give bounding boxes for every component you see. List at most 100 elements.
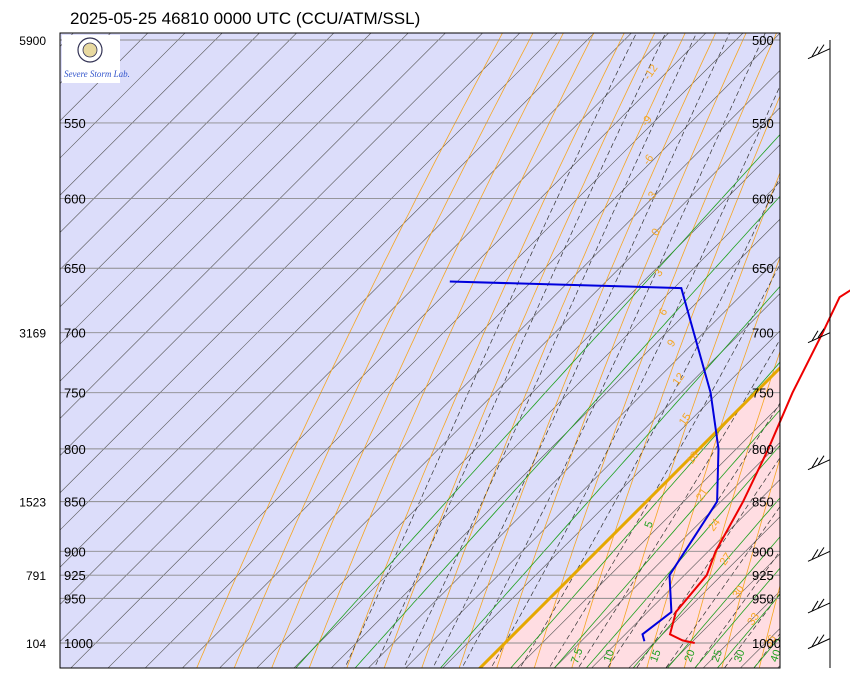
mixing-ratio-line — [585, 444, 780, 668]
dry-adiabat-line — [791, 5, 850, 694]
moist-adiabat-line — [606, 402, 780, 668]
pressure-label-right: 850 — [752, 495, 774, 510]
wind-barb-feather — [811, 330, 819, 341]
pressure-label-right: 1000 — [752, 636, 781, 651]
mixing-ratio-line — [354, 195, 780, 668]
wind-barb-feather — [817, 455, 825, 465]
mixing-ratio-line — [553, 409, 780, 668]
height-label: 791 — [26, 569, 46, 583]
moist-adiabat-line — [403, 33, 697, 668]
dry-adiabat-line — [533, 33, 777, 668]
pressure-label-left: 800 — [64, 442, 86, 457]
isotherm-line — [144, 33, 780, 668]
mixing-ratio-line — [439, 285, 780, 668]
isotherm-line — [60, 33, 484, 457]
wind-barb-feather — [811, 636, 819, 647]
isotherm-line — [0, 4, 28, 693]
isotherm-line — [60, 33, 558, 531]
wind-barb-feather — [817, 634, 825, 644]
isotherm-line — [442, 330, 780, 668]
isotherm-line — [60, 33, 409, 382]
dry-adiabat-label: 0 — [649, 226, 662, 238]
isotherm-line — [60, 33, 223, 196]
isotherm-line — [107, 33, 744, 668]
mixing-ratio-label: 40 — [768, 648, 783, 664]
wind-barb-feather — [817, 547, 825, 557]
dry-adiabat-line — [383, 33, 656, 668]
zero-degree-isotherm — [477, 365, 780, 668]
dry-adiabat-line — [196, 33, 503, 668]
wind-barb-feather — [817, 44, 825, 54]
dry-adiabat-line — [308, 33, 595, 668]
dry-adiabat-line — [758, 584, 780, 668]
dry-adiabat-label: 18 — [685, 450, 702, 467]
plot-border — [59, 32, 781, 669]
temperature-profile — [668, 289, 850, 644]
moist-adiabat-line — [432, 33, 730, 668]
wind-barb — [807, 638, 831, 650]
chart-title: 2025-05-25 46810 0000 UTC (CCU/ATM/SSL) — [70, 9, 420, 28]
mixing-ratio-label: 5 — [643, 520, 656, 530]
pressure-label-right: 650 — [752, 261, 774, 276]
pressure-label-left: 1000 — [64, 636, 93, 651]
dry-adiabat-label: 36 — [762, 633, 779, 650]
isotherm-line — [0, 4, 65, 693]
mixing-ratio-label: 15 — [648, 648, 663, 664]
pressure-label-left: 600 — [64, 192, 86, 207]
wind-barb — [807, 332, 831, 344]
wind-barb-feather — [817, 328, 825, 338]
wind-barb — [807, 48, 831, 60]
dry-adiabat-label: 9 — [665, 337, 678, 349]
dry-adiabat-label: 24 — [706, 517, 723, 534]
mixing-ratio-line — [295, 133, 780, 668]
dry-adiabat-label: 30 — [730, 584, 747, 601]
mixing-ratio-line — [694, 567, 780, 668]
wind-barb-feather — [811, 457, 819, 468]
isotherm-line — [665, 553, 780, 668]
dry-adiabat-line — [496, 33, 747, 668]
dry-adiabat-label: 3 — [652, 267, 665, 279]
moist-adiabat-line — [577, 338, 780, 668]
pressure-label-left: 700 — [64, 326, 86, 341]
logo-text: Severe Storm Lab. — [64, 69, 130, 79]
mixing-ratio-line — [666, 536, 780, 668]
pressure-label-right: 950 — [752, 591, 774, 606]
wind-barb-feather — [811, 46, 819, 57]
pressure-label-left: 650 — [64, 261, 86, 276]
moist-adiabat-line — [344, 33, 637, 668]
wind-barb — [807, 550, 831, 562]
pressure-label-left: 925 — [64, 568, 86, 583]
dry-adiabat-line — [571, 94, 780, 668]
moist-adiabat-line — [548, 263, 780, 668]
isotherm-line — [60, 33, 521, 494]
pressure-label-right: 500 — [752, 33, 774, 48]
pressure-label-right: 550 — [752, 116, 774, 131]
isotherm-line — [789, 4, 850, 693]
dry-adiabats — [196, 5, 850, 694]
mixing-ratio-line — [632, 497, 780, 668]
isotherm-line — [553, 441, 780, 668]
dry-adiabat-label: 15 — [677, 411, 694, 428]
wind-barb-feather — [811, 549, 819, 560]
mixing-ratio-label: 10 — [602, 648, 617, 664]
moist-adiabats — [344, 33, 780, 668]
height-label: 5900 — [19, 34, 46, 48]
mixing-ratio-label: 30 — [732, 648, 747, 664]
pressure-label-left: 550 — [64, 116, 86, 131]
isotherm-line — [60, 33, 372, 345]
isotherm-line — [367, 255, 780, 668]
isotherm-line — [516, 404, 780, 668]
dry-adiabat-line — [646, 256, 780, 668]
wind-barbs — [807, 40, 831, 668]
isotherm-line — [60, 33, 298, 271]
isotherm-line — [70, 33, 707, 668]
pressure-label-left: 900 — [64, 544, 86, 559]
moist-adiabat-line — [490, 85, 780, 668]
dry-adiabat-label: 6 — [657, 306, 670, 318]
isotherm-line — [219, 107, 780, 668]
isotherm-line — [60, 33, 149, 122]
dry-adiabat-line — [829, 5, 850, 694]
mixing-ratio-label: 20 — [682, 648, 697, 664]
